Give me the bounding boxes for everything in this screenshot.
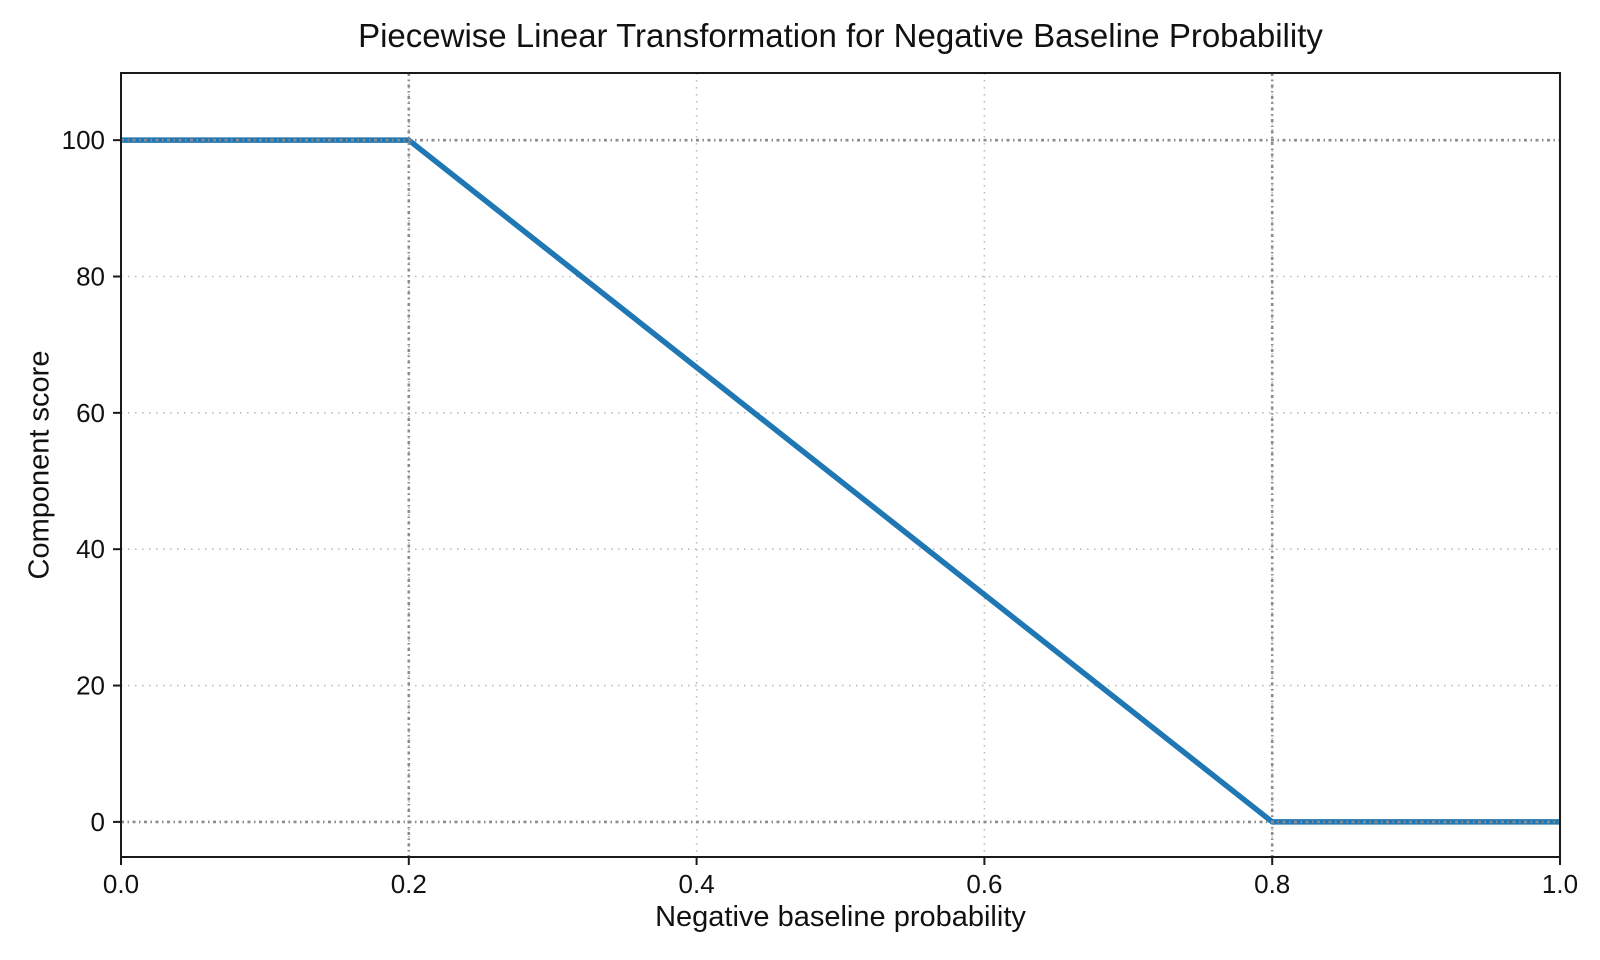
x-tick-label: 0.6 — [966, 869, 1002, 899]
series-line-component_score_curve — [121, 137, 1560, 825]
y-tick-label: 100 — [62, 125, 105, 155]
x-tick-label: 0.8 — [1254, 869, 1290, 899]
y-axis-label: Component score — [23, 350, 56, 580]
y-tick-label: 20 — [76, 671, 105, 701]
x-tick-label: 0.0 — [103, 869, 139, 899]
x-tick-label: 0.4 — [679, 869, 715, 899]
x-tick-label: 0.2 — [391, 869, 427, 899]
x-axis-label: Negative baseline probability — [655, 901, 1026, 933]
y-tick-label: 40 — [76, 534, 105, 564]
y-tick-label: 80 — [76, 261, 105, 291]
plot-frame — [120, 72, 1561, 858]
x-tick-label: 1.0 — [1542, 869, 1578, 899]
chart-title: Piecewise Linear Transformation for Nega… — [358, 17, 1323, 54]
y-tick-label: 0 — [91, 807, 105, 837]
y-tick-label: 60 — [76, 398, 105, 428]
